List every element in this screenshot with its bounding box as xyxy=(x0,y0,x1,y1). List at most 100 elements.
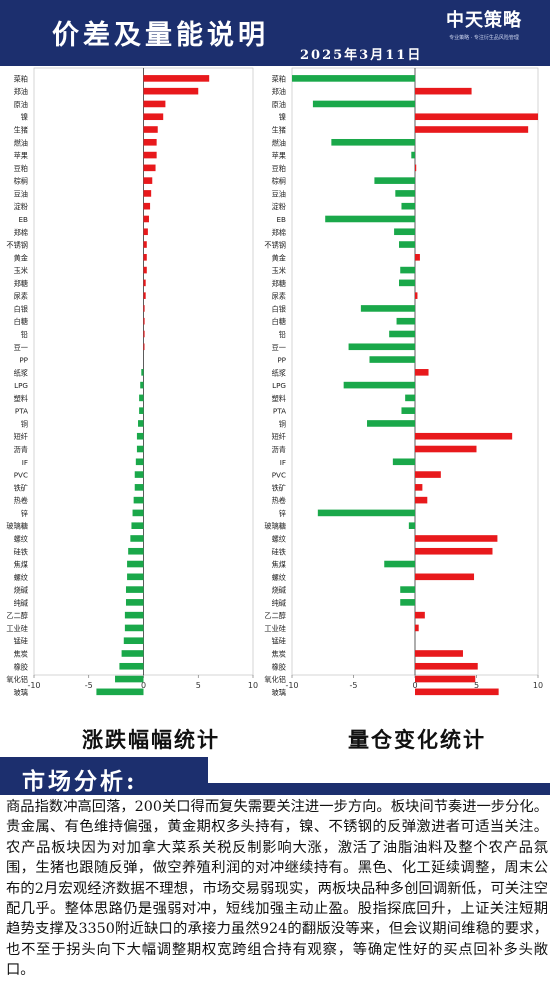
data-bar xyxy=(131,522,144,529)
left-chart-title: 涨跌幅幅统计 xyxy=(82,727,220,752)
page-title: 价差及量能说明 xyxy=(52,20,269,51)
category-label: 工业硅 xyxy=(264,624,286,633)
category-label: 纯碱 xyxy=(272,598,286,607)
category-label: 铜 xyxy=(21,419,28,428)
category-label: 锌 xyxy=(21,509,28,518)
data-bar xyxy=(374,177,415,184)
category-label: IF xyxy=(280,458,286,467)
category-label: 豆一 xyxy=(272,343,286,352)
category-label: 乙二醇 xyxy=(264,611,286,620)
data-bar xyxy=(130,535,144,542)
category-label: 不锈钢 xyxy=(6,241,28,250)
category-label: 工业硅 xyxy=(6,624,28,633)
data-bar xyxy=(399,241,415,248)
data-bar xyxy=(143,228,148,236)
category-label: 玻璃糖 xyxy=(264,522,286,531)
category-label: 燃油 xyxy=(272,138,286,147)
data-bar xyxy=(399,279,415,287)
data-bar xyxy=(292,75,415,82)
data-bar xyxy=(331,138,415,146)
data-bar xyxy=(415,113,538,121)
category-label: 铁矿 xyxy=(14,483,28,492)
data-bar xyxy=(384,560,415,568)
category-label: 郑棉 xyxy=(14,228,28,237)
data-bar xyxy=(143,305,145,312)
x-tick-label: 0 xyxy=(412,681,417,690)
category-label: 螺纹 xyxy=(272,573,286,582)
category-label: 塑料 xyxy=(272,394,286,403)
category-label: 苹果 xyxy=(14,151,28,160)
data-bar xyxy=(136,432,144,440)
category-label: 原油 xyxy=(272,100,286,109)
x-tick-label: 5 xyxy=(196,681,201,690)
category-label: 烧碱 xyxy=(272,586,286,595)
category-label: 硅铁 xyxy=(14,547,28,556)
data-bar xyxy=(143,330,145,338)
category-label: 铜 xyxy=(279,419,286,428)
data-bar xyxy=(143,151,157,159)
logo-slogan: 专业策略 · 专注衍生品风险管理 xyxy=(449,35,519,41)
category-label: 沥青 xyxy=(272,445,286,454)
category-label: 尿素 xyxy=(14,292,28,301)
data-bar xyxy=(143,215,149,223)
data-bar xyxy=(133,496,144,504)
data-bar xyxy=(135,458,144,466)
category-label: 焦炭 xyxy=(272,649,286,658)
data-bar xyxy=(132,509,144,517)
data-bar xyxy=(127,573,144,581)
data-bar xyxy=(369,356,415,363)
category-label: 螺纹 xyxy=(14,573,28,582)
data-bar xyxy=(401,407,415,414)
data-bar xyxy=(140,381,144,389)
data-bar xyxy=(415,369,429,376)
data-bar xyxy=(139,407,144,414)
data-bar xyxy=(415,662,478,670)
data-bar xyxy=(348,343,415,351)
data-bar xyxy=(415,624,419,632)
category-label: 生猪 xyxy=(14,126,28,135)
data-bar xyxy=(415,445,477,453)
data-bar xyxy=(415,675,476,683)
data-bar xyxy=(411,151,415,159)
category-label: 短纤 xyxy=(272,432,286,441)
data-bar xyxy=(415,496,428,504)
analysis-title: 市场分析: xyxy=(22,768,138,795)
category-label: 黄金 xyxy=(272,253,286,262)
data-bar xyxy=(312,100,415,108)
category-label: 玉米 xyxy=(14,266,28,275)
data-bar xyxy=(136,445,144,453)
category-label: 玉米 xyxy=(272,266,286,275)
data-bar xyxy=(405,394,415,402)
category-label: 橡胶 xyxy=(272,662,286,671)
category-label: LPG xyxy=(272,381,286,390)
data-bar xyxy=(415,611,425,619)
header-banner xyxy=(0,0,550,66)
x-tick-label: -5 xyxy=(350,681,358,690)
data-bar xyxy=(128,547,144,555)
x-tick-label: -5 xyxy=(85,681,93,690)
category-label: PP xyxy=(19,356,28,365)
category-label: 尿素 xyxy=(272,292,286,301)
category-label: PTA xyxy=(15,407,28,416)
data-bar xyxy=(143,113,164,121)
data-bar xyxy=(119,662,144,670)
category-label: 氧化铝 xyxy=(6,675,28,684)
data-bar xyxy=(343,381,415,389)
category-label: 锰硅 xyxy=(14,637,28,646)
category-label: 白糖 xyxy=(272,317,286,326)
category-label: 淀粉 xyxy=(272,202,286,211)
data-bar xyxy=(143,138,157,146)
category-label: 豆油 xyxy=(272,189,286,198)
category-label: EB xyxy=(19,215,29,224)
data-bar xyxy=(415,432,513,440)
category-label: 白银 xyxy=(272,304,286,313)
data-bar xyxy=(415,292,418,299)
category-label: 氧化铝 xyxy=(264,675,286,684)
data-bar xyxy=(395,190,415,197)
report-date: 2025年3月11日 xyxy=(300,48,423,63)
analysis-accent-bar xyxy=(208,783,550,795)
category-label: 塑料 xyxy=(14,394,28,403)
category-label: 棕榈 xyxy=(14,177,28,186)
